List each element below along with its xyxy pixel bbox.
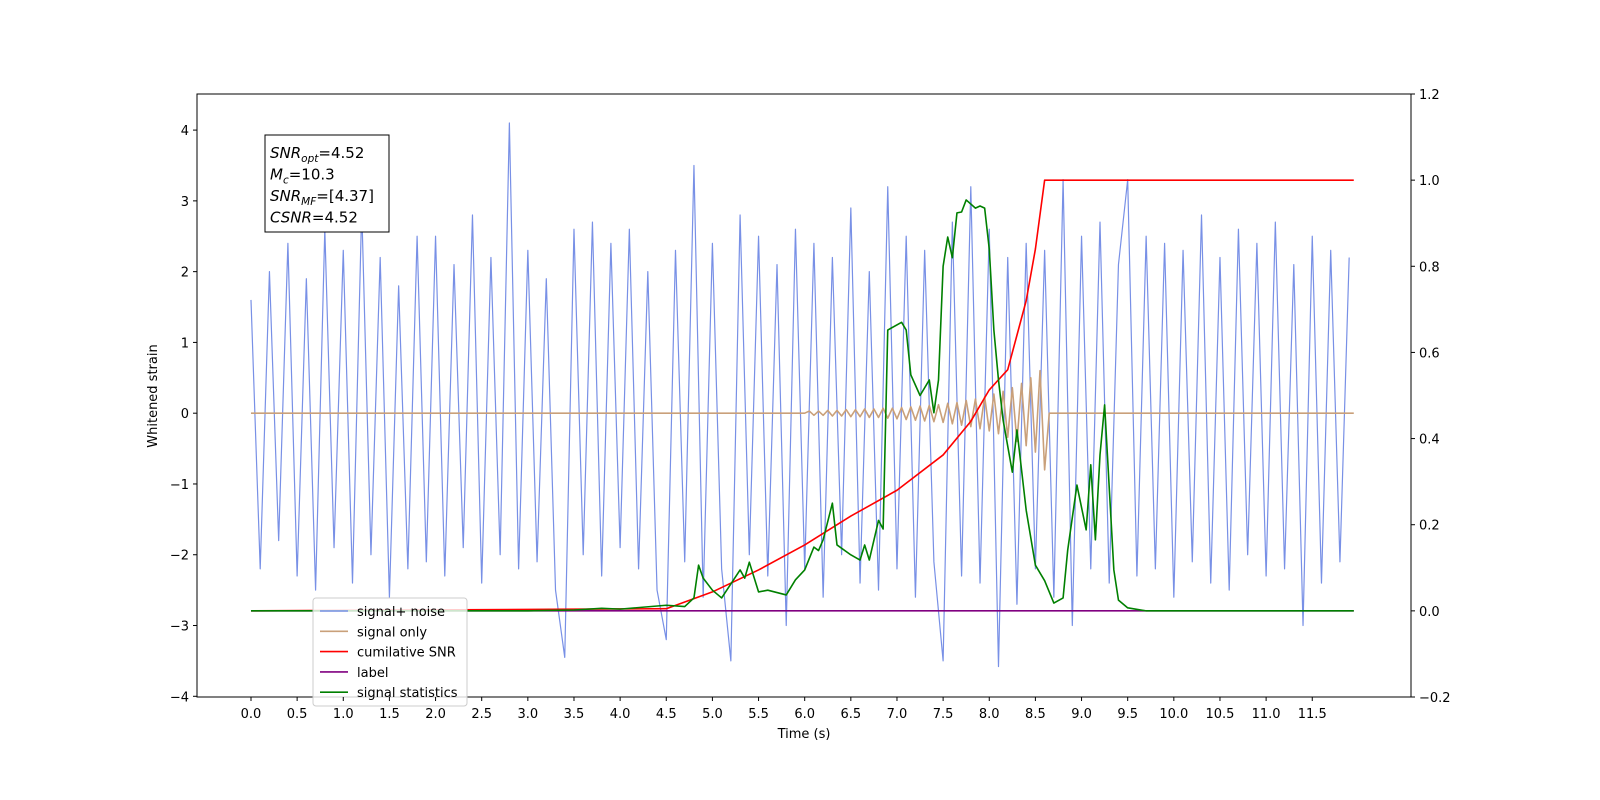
x-tick-label: 2.0: [425, 707, 446, 722]
y-tick-label: 1: [181, 336, 189, 351]
x-tick-label: 6.5: [840, 707, 861, 722]
x-tick-label: 6.0: [794, 707, 815, 722]
x-tick-label: 5.0: [702, 707, 723, 722]
y-tick-label: 4: [181, 124, 189, 139]
x-tick-label: 0.0: [241, 707, 262, 722]
legend-label: signal+ noise: [357, 605, 445, 620]
annotation-symbol: M: [270, 166, 283, 184]
y-axis-label: Whitened strain: [146, 344, 161, 447]
legend-label: signal only: [357, 625, 427, 640]
plot-area: [250, 122, 1354, 668]
x-tick-label: 7.0: [887, 707, 908, 722]
x-tick-label: 9.0: [1071, 707, 1092, 722]
annotation-value: =10.3: [289, 166, 335, 184]
y2-tick-label: 0.4: [1419, 433, 1440, 448]
series-line: [250, 369, 1354, 471]
y2-tick-label: 0.0: [1419, 605, 1440, 620]
y2-tick-label: 0.8: [1419, 260, 1440, 275]
x-tick-label: 11.0: [1252, 707, 1281, 722]
x-tick-label: 8.5: [1025, 707, 1046, 722]
y2-tick-label: 0.2: [1419, 519, 1440, 534]
series-line: [250, 199, 1354, 612]
y-tick-label: −4: [170, 690, 189, 705]
y-tick-label: 0: [181, 407, 189, 422]
y-tick-label: −1: [170, 478, 189, 493]
x-tick-label: 9.5: [1117, 707, 1138, 722]
legend-label: cumilative SNR: [357, 646, 456, 661]
legend: signal+ noise signal only cumilative SNR la…: [312, 597, 468, 707]
x-tick-label: 2.5: [471, 707, 492, 722]
annotation-value: =[4.37]: [316, 187, 374, 205]
x-tick-label: 11.5: [1298, 707, 1327, 722]
annotation-symbol: CSNR: [270, 209, 312, 227]
x-tick-label: 5.5: [748, 707, 769, 722]
annotation-subscript: MF: [301, 196, 317, 208]
annotation-value: =4.52: [318, 144, 364, 162]
annotation-frame: [264, 134, 390, 233]
legend-label: label: [357, 666, 388, 681]
x-tick-label: 8.0: [979, 707, 1000, 722]
legend-label: signal statistics: [357, 686, 458, 701]
annotation-line: SNRopt=4.52: [270, 144, 364, 165]
annotation-symbol: SNR: [270, 187, 301, 205]
x-tick-label: 3.5: [564, 707, 585, 722]
axes-frame: [196, 93, 1412, 698]
y2-tick-label: 0.6: [1419, 346, 1440, 361]
annotation-value: =4.52: [312, 209, 358, 227]
annotation-line: Mc=10.3: [270, 166, 335, 187]
y2-tick-label: 1.0: [1419, 174, 1440, 189]
legend-frame: [312, 597, 468, 707]
annotation-line: CSNR=4.52: [270, 209, 358, 227]
x-tick-label: 4.0: [610, 707, 631, 722]
x-tick-label: 1.0: [333, 707, 354, 722]
annotation-symbol: SNR: [270, 144, 301, 162]
y2-tick-label: 1.2: [1419, 88, 1440, 103]
y-tick-label: 3: [181, 195, 189, 210]
y2-tick-label: −0.2: [1419, 691, 1451, 706]
annotation-subscript: opt: [301, 153, 319, 165]
series-line: [250, 122, 1350, 668]
annotation-subscript: c: [283, 175, 289, 187]
x-tick-label: 3.0: [517, 707, 538, 722]
x-axis-label: Time (s): [777, 727, 831, 742]
x-tick-label: 7.5: [933, 707, 954, 722]
x-tick-label: 1.5: [379, 707, 400, 722]
x-tick-label: 10.0: [1159, 707, 1188, 722]
y-tick-label: 2: [181, 266, 189, 281]
x-tick-label: 0.5: [287, 707, 308, 722]
y-tick-label: −3: [170, 620, 189, 635]
y-tick-label: −2: [170, 549, 189, 564]
x-tick-label: 4.5: [656, 707, 677, 722]
x-tick-label: 10.5: [1205, 707, 1234, 722]
series-line: [250, 179, 1354, 612]
annotation-line: SNRMF=[4.37]: [270, 187, 374, 208]
